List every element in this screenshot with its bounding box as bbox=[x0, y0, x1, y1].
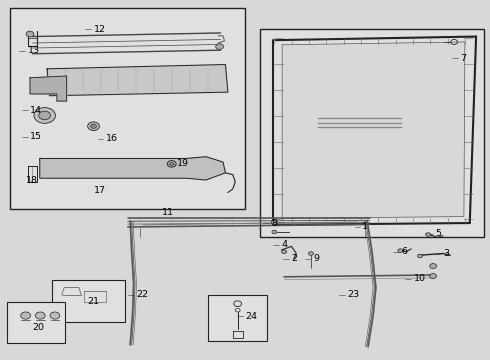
Text: 22: 22 bbox=[137, 290, 148, 299]
Circle shape bbox=[216, 44, 223, 49]
Circle shape bbox=[426, 233, 431, 236]
Text: 13: 13 bbox=[27, 46, 40, 55]
Text: 7: 7 bbox=[460, 54, 466, 63]
Text: 6: 6 bbox=[401, 247, 407, 256]
Text: 19: 19 bbox=[176, 159, 189, 168]
Bar bbox=[10, 8, 245, 209]
Circle shape bbox=[88, 122, 99, 131]
Bar bbox=[52, 280, 125, 321]
Text: 5: 5 bbox=[436, 229, 441, 238]
Text: 1: 1 bbox=[362, 222, 368, 231]
Polygon shape bbox=[30, 76, 67, 101]
Circle shape bbox=[91, 124, 97, 129]
Circle shape bbox=[39, 111, 50, 120]
Circle shape bbox=[430, 274, 437, 279]
Circle shape bbox=[34, 108, 55, 123]
Text: 2: 2 bbox=[292, 255, 297, 264]
Circle shape bbox=[309, 252, 314, 255]
Text: 12: 12 bbox=[94, 25, 105, 34]
Text: 23: 23 bbox=[347, 290, 360, 299]
Polygon shape bbox=[47, 64, 228, 96]
Text: 10: 10 bbox=[414, 274, 426, 283]
Circle shape bbox=[26, 31, 34, 37]
Circle shape bbox=[417, 254, 422, 258]
Circle shape bbox=[430, 264, 437, 269]
Circle shape bbox=[35, 312, 45, 319]
Text: 14: 14 bbox=[30, 105, 42, 114]
Bar bbox=[208, 295, 267, 341]
Text: 21: 21 bbox=[88, 297, 99, 306]
Text: 9: 9 bbox=[314, 255, 319, 264]
Text: 4: 4 bbox=[282, 240, 288, 249]
Text: 18: 18 bbox=[26, 176, 38, 185]
Text: 8: 8 bbox=[272, 219, 278, 228]
Bar bbox=[6, 302, 65, 343]
Text: 11: 11 bbox=[162, 208, 174, 217]
Circle shape bbox=[282, 250, 287, 253]
Text: 16: 16 bbox=[106, 134, 118, 143]
Polygon shape bbox=[283, 42, 464, 218]
Circle shape bbox=[21, 312, 30, 319]
Text: 20: 20 bbox=[32, 323, 45, 332]
Circle shape bbox=[272, 230, 277, 234]
Text: 15: 15 bbox=[30, 132, 42, 141]
Bar bbox=[260, 30, 485, 237]
Circle shape bbox=[170, 162, 173, 165]
Text: 24: 24 bbox=[245, 312, 257, 321]
Circle shape bbox=[398, 249, 403, 252]
Circle shape bbox=[271, 220, 277, 225]
Polygon shape bbox=[40, 157, 225, 180]
Text: 3: 3 bbox=[443, 249, 449, 258]
Text: 17: 17 bbox=[94, 186, 105, 195]
Circle shape bbox=[50, 312, 60, 319]
